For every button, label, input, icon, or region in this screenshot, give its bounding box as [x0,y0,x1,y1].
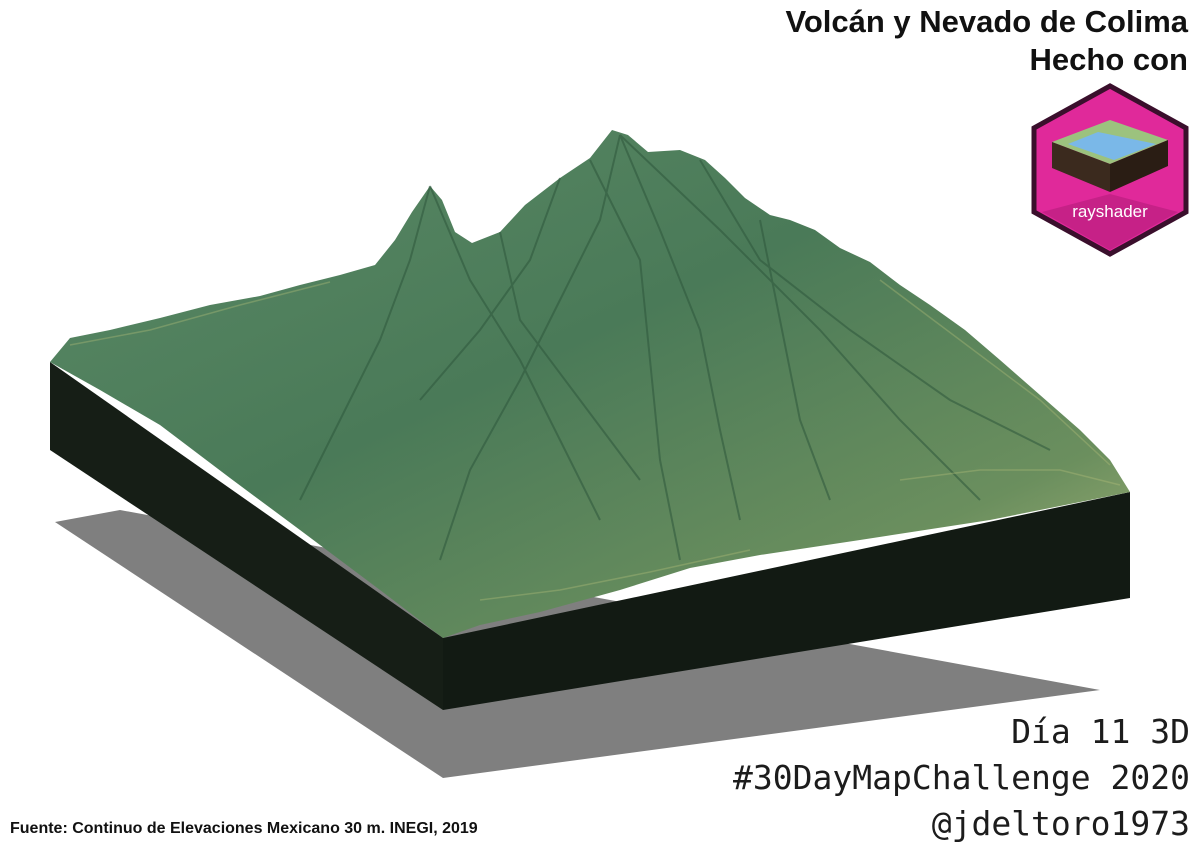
data-source-note: Fuente: Continuo de Elevaciones Mexicano… [10,820,478,837]
challenge-label: #30DayMapChallenge 2020 [733,758,1190,797]
made-with-label: Hecho con [1029,42,1188,77]
terrain-surface [50,130,1130,638]
map-title: Volcán y Nevado de Colima [785,4,1188,39]
day-label: Día 11 3D [1011,712,1190,751]
terrain-ridges [299,134,1051,561]
rayshader-label: rayshader [1072,202,1148,221]
terrain-highlights [69,279,1121,601]
terrain-base-left-face [50,362,443,710]
terrain-base-right-face [443,492,1130,710]
rayshader-hex-logo: rayshader [1031,83,1189,257]
author-handle: @jdeltoro1973 [931,804,1190,843]
